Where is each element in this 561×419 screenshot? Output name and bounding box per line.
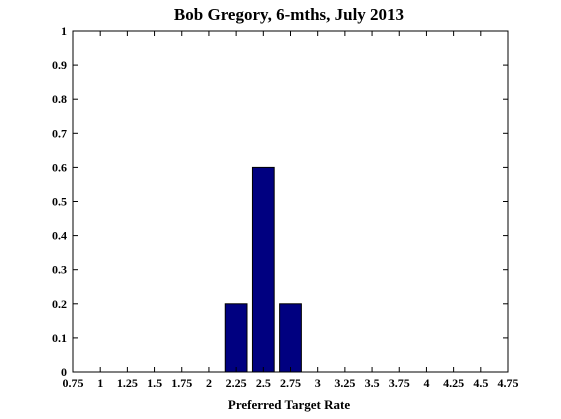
x-tick-label: 0.75 (63, 376, 84, 390)
y-tick-label: 0.8 (52, 92, 67, 106)
y-tick-label: 0.4 (52, 229, 67, 243)
x-tick-label: 2.25 (226, 376, 247, 390)
x-tick-label: 3.25 (334, 376, 355, 390)
x-tick-label: 4.5 (473, 376, 488, 390)
y-tick-label: 0 (61, 365, 67, 379)
x-tick-label: 2.75 (280, 376, 301, 390)
x-tick-label: 4.25 (443, 376, 464, 390)
bar-0 (224, 303, 248, 373)
x-tick-label: 1.25 (117, 376, 138, 390)
x-tick-label: 3 (315, 376, 321, 390)
x-tick-label: 3.5 (365, 376, 380, 390)
x-tick-label: 4.75 (498, 376, 519, 390)
axes-group: 0.75 1 1.25 1.5 1.75 2 2.25 2.5 2.75 3 3.25 3.5 3.75… (52, 24, 519, 390)
x-tick-label: 1.5 (147, 376, 162, 390)
y-tick-label: 0.5 (52, 195, 67, 209)
y-tick-label: 0.7 (52, 126, 67, 140)
bar-2 (279, 303, 302, 373)
y-tick-label: 0.9 (52, 58, 67, 72)
x-tick-label: 2 (206, 376, 212, 390)
y-tick-label: 1 (61, 24, 67, 38)
y-tick-label: 0.6 (52, 160, 67, 174)
x-tick-label: 1.75 (171, 376, 192, 390)
chart-title: Bob Gregory, 6-mths, July 2013 (174, 5, 404, 24)
bar-1 (251, 166, 275, 373)
y-tick-label: 0.1 (52, 331, 67, 345)
x-tick-label: 3.75 (389, 376, 410, 390)
y-tick-label: 0.2 (52, 297, 67, 311)
y-tick-label: 0.3 (52, 263, 67, 277)
x-tick-label: 4 (423, 376, 429, 390)
x-tick-label: 2.5 (256, 376, 271, 390)
x-tick-label: 1 (97, 376, 103, 390)
x-axis-label: Preferred Target Rate (228, 397, 350, 412)
